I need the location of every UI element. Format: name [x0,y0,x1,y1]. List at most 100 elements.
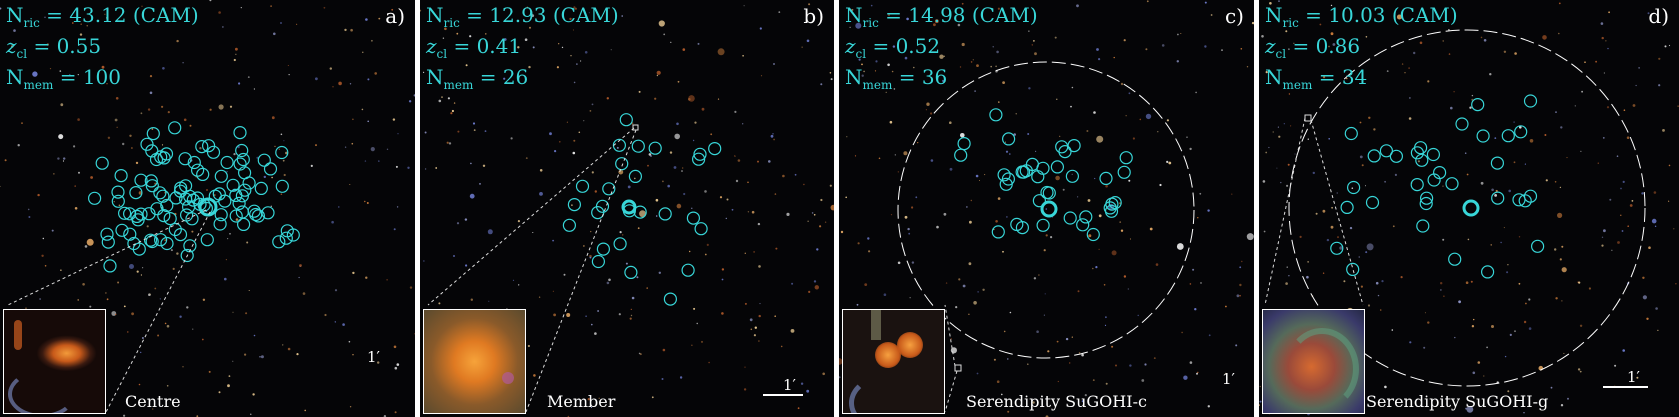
star [62,160,65,162]
member-circle [187,155,201,170]
star [1483,39,1487,42]
star [801,46,803,48]
star [129,264,134,269]
star [1658,84,1661,87]
star [1092,267,1094,270]
star [693,307,696,310]
star [182,366,184,368]
star [487,229,493,235]
star [1145,113,1152,120]
member-circle [247,204,261,218]
star [697,42,700,45]
star [1646,317,1649,320]
star [17,144,20,147]
star [444,27,447,31]
star [456,222,460,225]
star [1299,235,1302,238]
star [744,252,746,254]
star [517,46,520,49]
z-value: = 0.52 [866,34,941,58]
member-circle [1367,149,1381,163]
star [296,353,299,356]
member-circle [229,209,243,223]
sky-image-a [0,0,415,417]
member-circle [567,198,581,212]
star [591,171,594,174]
bcg-marker [1040,200,1058,218]
star [811,212,814,214]
star [1268,146,1270,149]
star [42,237,44,240]
star [1346,77,1348,80]
star [662,180,664,183]
star [1076,4,1079,8]
member-circle [1531,239,1545,253]
star [131,147,133,149]
star [1621,230,1624,232]
star [891,70,894,73]
member-circle [1379,144,1394,158]
star [648,153,652,156]
star [533,374,536,377]
zoom-line-top [944,304,956,367]
richness-value: = 43.12 (CAM) [39,3,199,27]
member-circle [1518,194,1532,208]
star [1087,199,1091,202]
star [1096,135,1104,143]
star [1557,212,1563,218]
star [566,313,571,317]
star [955,306,958,309]
star [247,76,250,78]
star [304,409,307,412]
star [149,293,151,295]
star [1560,126,1563,129]
star [1554,248,1557,251]
star [949,167,953,171]
star [1419,41,1423,45]
star [1343,280,1346,283]
star [1614,364,1617,367]
star [583,120,585,122]
star [367,120,370,123]
star [1597,162,1599,164]
star [744,302,747,305]
star [726,198,729,201]
member-circle [144,233,158,247]
star [1035,150,1037,152]
star [1096,48,1099,51]
scale-label-b: 1′ [783,376,796,394]
member-circle [115,223,129,237]
star [1616,155,1619,157]
star [393,228,396,231]
star [245,312,248,315]
star [1579,324,1583,327]
star [11,45,14,48]
caption-c: Serendipity SuGOHI-c [966,392,1147,411]
star [270,205,272,207]
z-symbol: z [845,34,856,58]
star [225,259,227,261]
member-circle [183,239,197,253]
mem-value: = 26 [473,65,529,89]
member-circle [1514,125,1528,139]
member-circle [1365,195,1380,210]
member-circle [591,254,605,269]
star [996,380,1000,384]
star [374,72,378,75]
star [907,227,910,231]
member-circle [1523,189,1538,203]
star [323,6,326,9]
member-circle [149,152,164,167]
star [688,95,695,102]
star [851,8,854,11]
star [59,70,62,72]
star [248,290,250,291]
star [1673,228,1675,230]
star [1105,316,1107,319]
mem-sub: mem [23,78,54,92]
star [105,292,107,294]
star [176,252,179,255]
member-circle [694,222,708,236]
panel-a: Nric = 43.12 (CAM) zcl = 0.55 Nmem = 100… [0,0,415,417]
star [1509,333,1512,336]
